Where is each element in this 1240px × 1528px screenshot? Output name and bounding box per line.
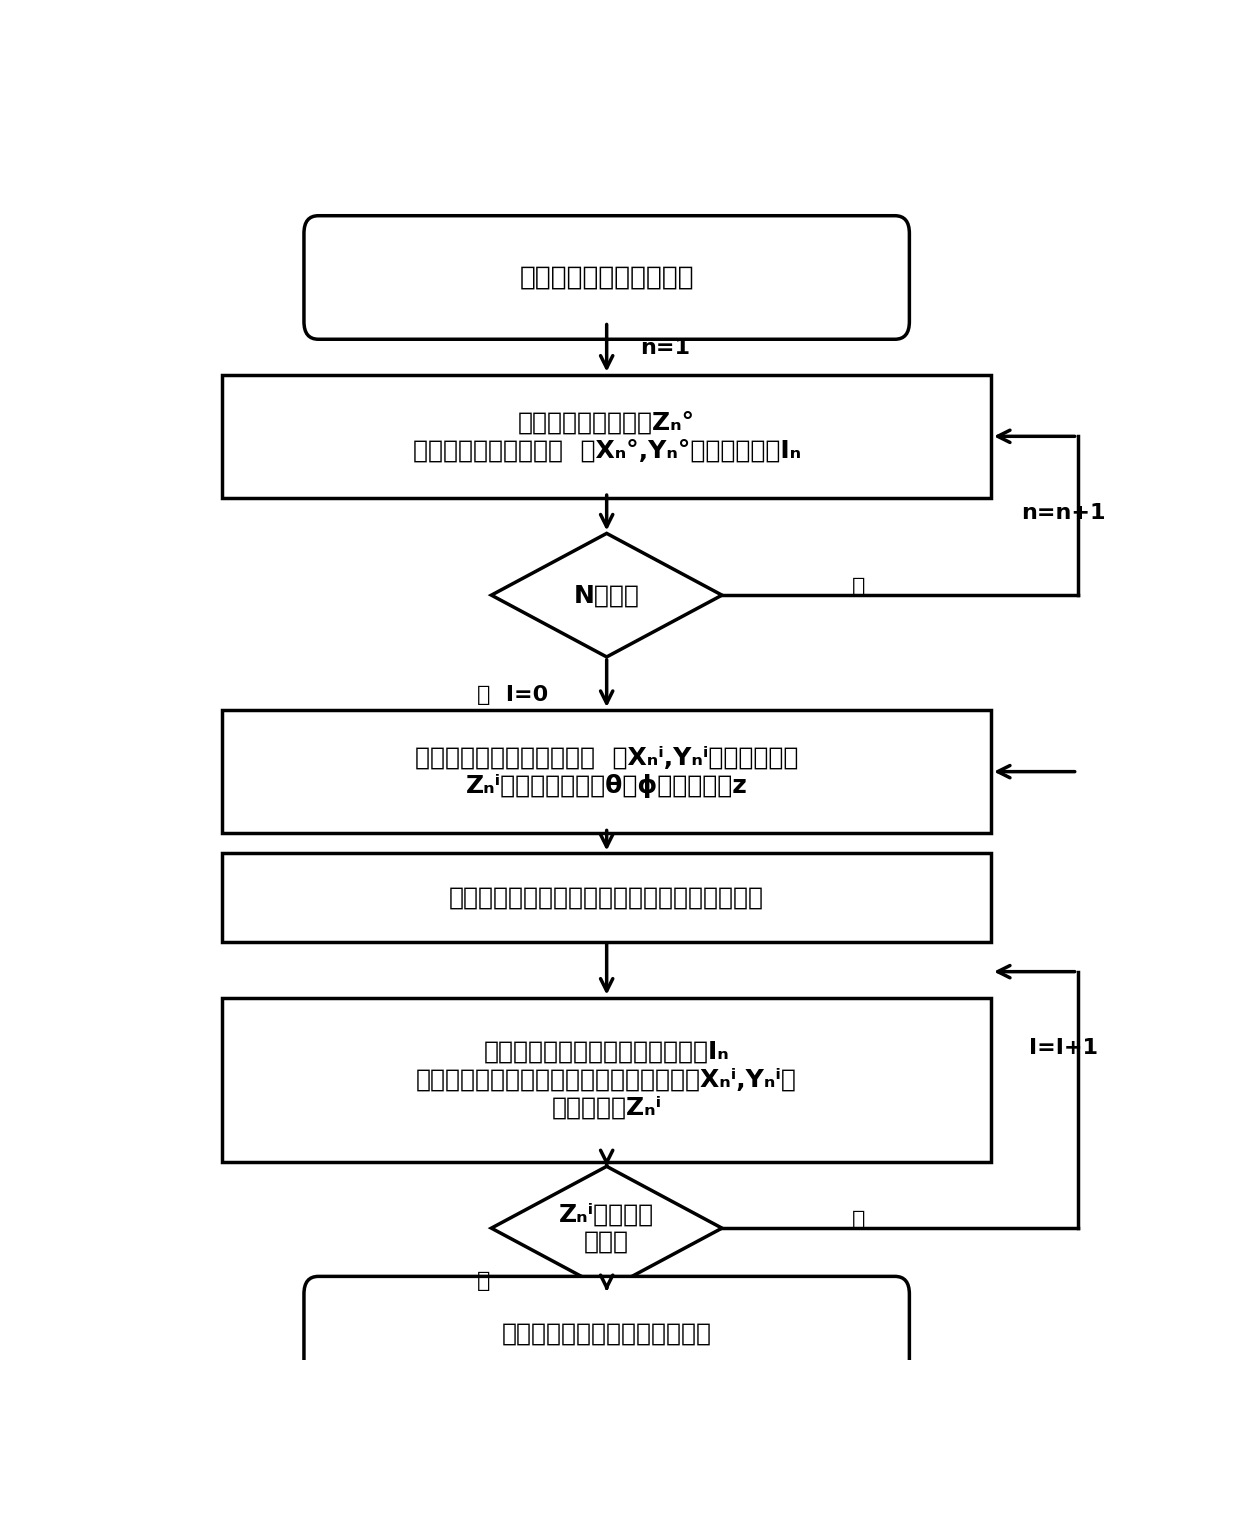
Text: n=n+1: n=n+1 bbox=[1021, 503, 1105, 523]
Text: 轴向移动到平均位置，对焦完成: 轴向移动到平均位置，对焦完成 bbox=[502, 1322, 712, 1346]
Text: 移动样本到视场中心附近: 移动样本到视场中心附近 bbox=[520, 264, 694, 290]
Text: 根据计算结果依次驱动俯仰台和轴向平移台移动: 根据计算结果依次驱动俯仰台和轴向平移台移动 bbox=[449, 886, 764, 909]
Text: 否: 否 bbox=[852, 578, 866, 597]
Bar bbox=[222, 854, 991, 941]
Text: Zₙⁱ之间差别
足够小: Zₙⁱ之间差别 足够小 bbox=[559, 1203, 655, 1254]
Text: 轴向移动样本，对之前选取的子图Iₙ
采用图像匹配算法寻找到最新的空间坐标（Xₙⁱ,Yₙⁱ）
和轴向位置Zₙⁱ: 轴向移动样本，对之前选取的子图Iₙ 采用图像匹配算法寻找到最新的空间坐标（Xₙⁱ… bbox=[417, 1041, 797, 1120]
FancyBboxPatch shape bbox=[304, 215, 909, 339]
Bar bbox=[222, 711, 991, 833]
Polygon shape bbox=[491, 1166, 722, 1290]
Bar bbox=[222, 998, 991, 1163]
Text: 移动样本到轴向位置Zₙ°
手动选取一个中心位于  （Xₙ°,Yₙ°）的清晰区域Iₙ: 移动样本到轴向位置Zₙ° 手动选取一个中心位于 （Xₙ°,Yₙ°）的清晰区域Iₙ bbox=[413, 411, 801, 463]
Text: 否: 否 bbox=[852, 1210, 866, 1230]
Text: 根据各子图中心的水平坐标  （Xₙⁱ,Yₙⁱ）和轴向位置
Zₙⁱ计算俯仰偏转角θ，ϕ和轴向位移z: 根据各子图中心的水平坐标 （Xₙⁱ,Yₙⁱ）和轴向位置 Zₙⁱ计算俯仰偏转角θ，… bbox=[415, 746, 799, 798]
Text: I=I+1: I=I+1 bbox=[1029, 1038, 1097, 1057]
Text: 是: 是 bbox=[477, 1271, 490, 1291]
Text: n=1: n=1 bbox=[640, 338, 691, 358]
Polygon shape bbox=[491, 533, 722, 657]
Text: 是  I=0: 是 I=0 bbox=[477, 685, 548, 704]
FancyBboxPatch shape bbox=[304, 1276, 909, 1392]
Bar bbox=[222, 374, 991, 498]
Text: N足够多: N足够多 bbox=[574, 584, 640, 607]
